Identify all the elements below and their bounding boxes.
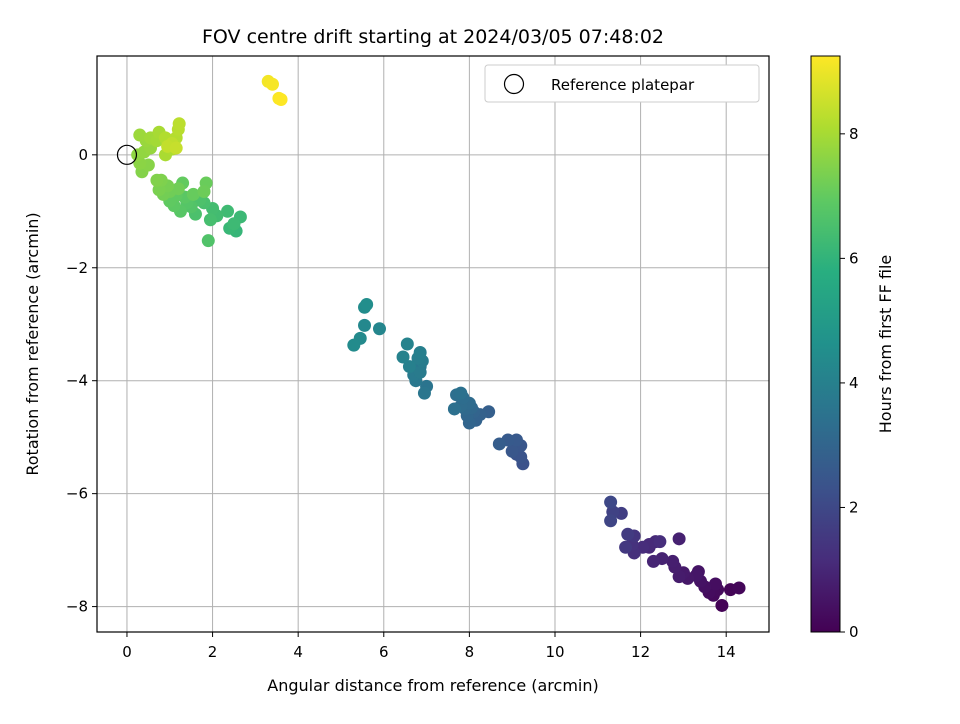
data-point <box>201 234 215 248</box>
x-tick-label: 14 <box>717 643 736 661</box>
x-tick-label: 8 <box>465 643 475 661</box>
data-point <box>358 318 372 332</box>
data-point <box>360 297 374 311</box>
data-point <box>417 386 431 400</box>
legend-box <box>484 64 760 103</box>
x-axis-label: Angular distance from reference (arcmin) <box>267 676 598 695</box>
data-point <box>619 540 633 554</box>
colorbar: 0 2 4 6 8 Hours from first FF file <box>810 55 895 641</box>
data-point <box>186 187 200 201</box>
data-point <box>203 213 217 227</box>
data-point <box>274 92 288 106</box>
grid <box>97 56 769 632</box>
data-point <box>347 338 361 352</box>
data-point <box>227 217 241 231</box>
colorbar-tick-label: 0 <box>849 623 859 641</box>
colorbar-tick-label: 4 <box>849 374 859 392</box>
y-axis-label: Rotation from reference (arcmin) <box>23 212 42 475</box>
x-tick-label: 6 <box>379 643 389 661</box>
x-tick-label: 4 <box>293 643 303 661</box>
colorbar-gradient <box>810 55 841 633</box>
data-point <box>413 345 427 359</box>
reference-marker <box>116 144 138 165</box>
colorbar-tick-label: 8 <box>849 125 859 143</box>
data-point <box>372 322 386 336</box>
x-tick-label: 10 <box>545 643 564 661</box>
y-tick-label: 0 <box>78 146 88 164</box>
data-point <box>604 514 618 528</box>
data-point <box>265 77 279 91</box>
data-point <box>402 360 416 374</box>
data-point <box>396 350 410 364</box>
x-tick-label: 0 <box>122 643 132 661</box>
data-point <box>715 598 729 612</box>
data-point <box>413 365 427 379</box>
legend-label-reference: Reference platepar <box>551 76 695 94</box>
data-point <box>447 402 461 416</box>
x-axis: 0 2 4 6 8 10 12 14 <box>122 632 736 661</box>
legend: Reference platepar <box>484 64 760 103</box>
x-tick-label: 12 <box>631 643 650 661</box>
data-point <box>150 173 164 187</box>
data-point <box>133 128 147 142</box>
legend-marker-reference <box>503 73 525 95</box>
y-axis: −8 −6 −4 −2 0 <box>66 146 97 616</box>
data-point <box>197 185 211 199</box>
data-point <box>172 117 186 131</box>
data-point <box>604 495 618 509</box>
x-tick-label: 2 <box>208 643 218 661</box>
colorbar-ticks: 0 2 4 6 8 <box>840 125 859 641</box>
y-tick-label: −6 <box>66 485 88 503</box>
data-point <box>221 204 235 218</box>
colorbar-tick-label: 2 <box>849 498 859 516</box>
data-point <box>646 554 660 568</box>
colorbar-tick-label: 6 <box>849 249 859 267</box>
data-point <box>732 581 746 595</box>
chart-title: FOV centre drift starting at 2024/03/05 … <box>202 26 664 48</box>
data-point <box>400 337 414 351</box>
plot-frame <box>96 55 770 633</box>
y-tick-label: −8 <box>66 598 88 616</box>
data-point <box>505 444 519 458</box>
data-point <box>492 437 506 451</box>
colorbar-label: Hours from first FF file <box>876 255 895 434</box>
data-point <box>653 535 667 549</box>
data-point <box>454 386 468 400</box>
data-point <box>169 141 183 155</box>
y-tick-label: −4 <box>66 372 88 390</box>
data-point <box>672 532 686 546</box>
data-point <box>708 577 722 591</box>
data-point <box>666 554 680 568</box>
y-tick-label: −2 <box>66 259 88 277</box>
data-points <box>116 74 746 612</box>
data-point <box>621 527 635 541</box>
